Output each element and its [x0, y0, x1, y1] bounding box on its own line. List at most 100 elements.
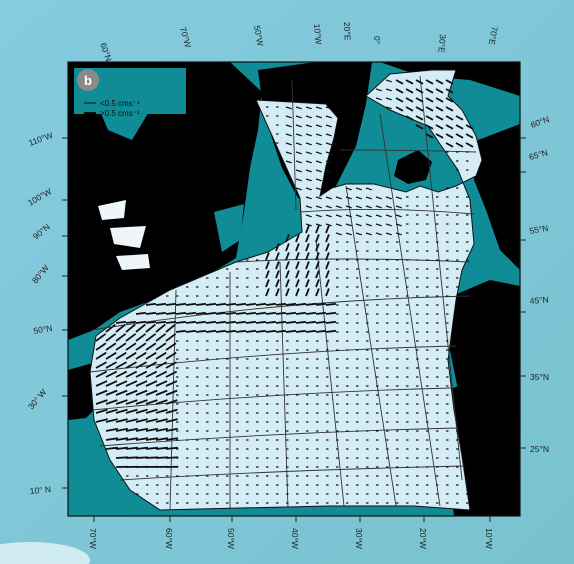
lake-2: [110, 226, 146, 248]
vector-mark: [115, 323, 126, 333]
vector-mark: [105, 399, 118, 405]
vector-mark: [285, 270, 290, 279]
vector-mark: [135, 311, 147, 315]
vector-mark: [385, 88, 392, 92]
vector-mark: [295, 115, 302, 119]
vector-mark: [445, 88, 454, 94]
vector-mark: [385, 79, 392, 83]
vector-mark: [465, 142, 474, 148]
vector-mark: [295, 187, 302, 191]
map-border: [67, 61, 521, 517]
vector-mark: [305, 329, 317, 333]
bottom-labels: 70°W 60°W 50°W 40°W 30°W 20°W 10°W: [88, 528, 494, 549]
vector-mark: [305, 288, 310, 297]
vector-mark: [135, 389, 148, 396]
vector-mark: [405, 97, 414, 103]
vector-mark: [445, 124, 454, 130]
vector-mark: [115, 437, 129, 441]
vector-mark: [305, 225, 310, 234]
vector-mark: [125, 333, 137, 342]
vector-mark: [95, 418, 108, 423]
vector-mark: [95, 389, 108, 396]
vector-mark: [125, 323, 136, 333]
vector-mark: [145, 323, 156, 333]
vector-mark: [325, 115, 332, 119]
vector-mark: [315, 160, 322, 164]
vector-mark: [325, 288, 330, 297]
vector-mark: [225, 311, 237, 315]
north-shore-land: [380, 62, 520, 96]
vector-mark: [315, 187, 322, 191]
vector-mark: [295, 142, 302, 146]
vector-mark: [305, 279, 310, 288]
vector-mark: [125, 380, 138, 387]
vector-mark: [315, 270, 320, 279]
vector-mark: [95, 408, 108, 414]
vector-mark: [185, 320, 197, 324]
vector-mark: [325, 243, 330, 252]
vector-mark: [115, 361, 127, 369]
vector-mark: [165, 342, 177, 351]
vector-mark: [155, 361, 167, 369]
vector-mark: [255, 329, 267, 333]
legend-label-small: <0.5 cms⁻¹: [100, 99, 140, 108]
vector-mark: [315, 151, 322, 155]
vector-mark: [375, 214, 382, 218]
vector-mark: [465, 124, 474, 130]
vector-mark: [265, 320, 277, 324]
vector-mark: [355, 187, 362, 191]
right-label: 65°N: [528, 147, 549, 162]
vector-mark: [115, 389, 128, 396]
vector-mark: [165, 408, 178, 414]
vector-mark: [135, 380, 148, 387]
vector-mark: [225, 320, 237, 324]
bottom-label: 40°W: [290, 528, 300, 549]
vector-mark: [385, 214, 392, 218]
vector-mark: [415, 88, 424, 94]
vector-mark: [395, 79, 404, 85]
vector-mark: [205, 329, 217, 333]
vector-mark: [155, 342, 167, 351]
vector-mark: [205, 302, 217, 306]
vector-mark: [155, 418, 168, 423]
vector-mark: [325, 320, 337, 324]
vector-mark: [145, 427, 158, 432]
labrador-coast: [214, 204, 244, 252]
lake-3: [116, 254, 150, 270]
vector-mark: [305, 320, 317, 324]
vector-mark: [325, 169, 332, 173]
right-label: 25°N: [530, 444, 549, 454]
vector-mark: [265, 302, 277, 306]
vector-mark: [275, 252, 280, 261]
bottom-label: 60°W: [164, 528, 174, 549]
vector-mark: [145, 389, 158, 396]
top-label: 50°W: [252, 25, 265, 47]
vector-mark: [315, 288, 320, 297]
left-label: 10° N: [29, 484, 51, 496]
vector-mark: [295, 160, 302, 164]
vector-mark: [155, 399, 168, 405]
vector-mark: [95, 342, 107, 351]
vector-mark: [125, 351, 137, 360]
vector-mark: [305, 223, 312, 227]
vector-mark: [165, 361, 177, 369]
panel-label-circle: [77, 69, 99, 91]
vector-mark: [285, 115, 292, 119]
vector-mark: [315, 169, 322, 173]
vector-mark: [405, 79, 414, 85]
vector-mark: [305, 178, 312, 182]
vector-mark: [145, 446, 158, 450]
vector-mark: [285, 151, 292, 155]
vector-mark: [135, 399, 148, 405]
vector-mark: [455, 133, 464, 139]
vector-mark: [145, 380, 158, 387]
vector-mark: [365, 187, 372, 191]
vector-mark: [325, 151, 332, 155]
vector-mark: [315, 223, 322, 227]
vector-mark: [155, 333, 167, 342]
vector-mark: [295, 234, 300, 243]
vector-mark: [345, 205, 352, 209]
vector-mark: [145, 320, 157, 324]
vector-mark: [315, 196, 322, 200]
vector-mark: [445, 115, 454, 121]
